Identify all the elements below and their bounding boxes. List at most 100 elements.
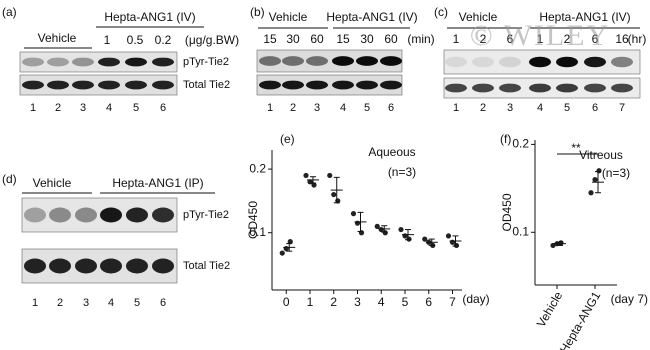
replicate-point [382,230,388,236]
replicate-point [350,211,357,217]
x-tick-label: 0 [283,295,290,309]
x-unit: (day) [462,292,489,306]
band [72,57,94,67]
condition-label: 2 [564,32,571,46]
lane-number: 4 [340,102,346,114]
lane-number: 2 [480,102,486,114]
band-label: pTyr-Tie2 [183,56,229,68]
group-label: Vehicle [38,31,77,45]
band [611,56,633,68]
band [499,56,521,68]
band [584,83,606,93]
lane-number: 4 [108,297,114,309]
lane-number: 1 [32,297,38,309]
unit-label: (μg/g.BW) [185,33,239,47]
lane-number: 7 [619,102,625,114]
band [126,258,148,274]
band [282,80,304,90]
band [445,56,467,68]
band [556,83,578,93]
band [584,56,606,68]
condition-label: 0.5 [127,33,144,47]
annotation: Aqueous [368,145,415,159]
x-tick-label: 5 [402,295,409,309]
band [332,56,354,66]
x-tick-label: 6 [425,295,432,309]
band-label: Total Tie2 [183,79,230,91]
band [75,207,97,223]
replicate-point [453,242,460,249]
blot [21,248,178,284]
band [152,80,174,90]
band [259,56,281,66]
lane-number: 6 [160,297,166,309]
group-label: Hepta-ANG1 (IV) [104,10,195,24]
note: (n=3) [388,165,416,179]
y-tick-label: 0.1 [512,224,529,238]
x-unit: (day 7) [611,292,648,306]
band [356,80,378,90]
unit-label: (hr) [628,32,647,46]
y-axis-label: OD450 [500,193,514,231]
band [282,56,304,66]
condition-label: 60 [310,32,324,46]
band [332,80,354,90]
replicate-point [422,236,428,242]
band [125,80,147,90]
replicate-point [558,240,564,246]
band [49,207,71,223]
lane-number: 5 [133,102,139,114]
lane-number: 3 [83,297,89,309]
condition-label: 6 [507,32,514,46]
lane-number: 4 [537,102,543,114]
lane-number: 3 [314,102,320,114]
blot [21,197,178,233]
band [472,56,494,68]
band [306,80,328,90]
lane-number: 4 [106,102,112,114]
band [100,258,122,274]
replicate-point [406,236,412,242]
lane-number: 6 [160,102,166,114]
annotation: Vitreous [579,148,623,162]
band [100,207,122,223]
panel-label: (f) [500,132,511,146]
y-tick-label: 0.2 [249,161,266,175]
condition-label: 60 [384,32,398,46]
panel-label: (a) [2,5,17,19]
group-label: Vehicle [269,10,308,24]
band [499,83,521,93]
band [24,207,46,223]
replicate-point [303,172,309,179]
band [306,56,328,66]
band [472,83,494,93]
lane-number: 6 [388,102,394,114]
replicate-point [287,239,293,245]
group-label: Hepta-ANG1 (IV) [539,10,630,24]
group-label: Vehicle [33,176,72,190]
lane-number: 5 [564,102,570,114]
band [125,57,147,67]
x-tick-label: Vehicle [534,289,566,330]
band [24,258,46,274]
y-tick-label: 0.1 [249,225,266,239]
lane-number: 6 [592,102,598,114]
panel-label: (c) [434,5,448,19]
condition-label: 15 [263,32,277,46]
band [47,57,69,67]
panel-label: (d) [2,172,17,186]
y-tick-label: 0.2 [512,137,529,151]
group-label: Hepta-ANG1 (IP) [112,176,203,190]
lane-number: 5 [134,297,140,309]
lane-number: 1 [267,102,273,114]
replicate-point [327,172,333,179]
group-label: Vehicle [459,10,498,24]
replicate-point [354,220,361,226]
band [72,80,94,90]
replicate-point [311,182,317,188]
band [75,258,97,274]
condition-label: 0.2 [155,33,172,47]
band [126,207,148,223]
note: (n=3) [602,166,630,180]
